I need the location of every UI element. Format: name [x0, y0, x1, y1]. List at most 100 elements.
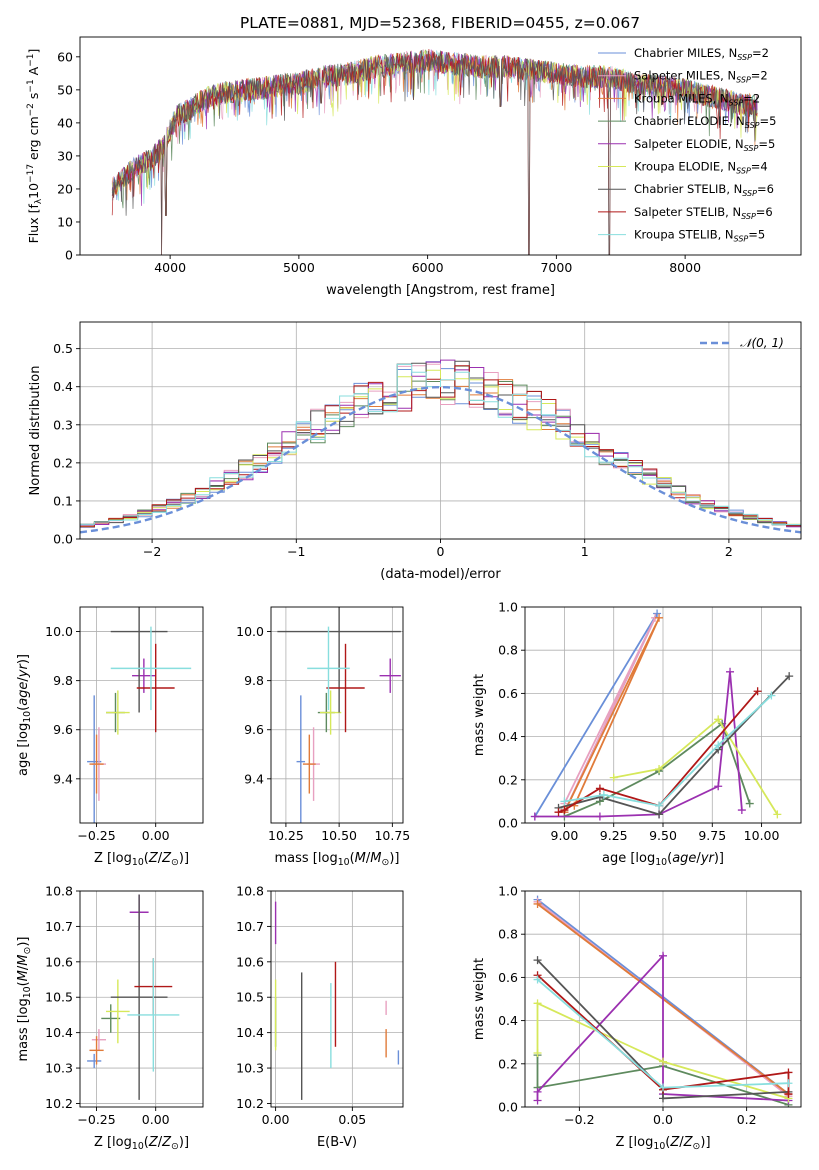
legend-ssp-count: =5 [760, 114, 777, 128]
y-tick-label: 0.0 [498, 816, 518, 831]
panel-age_vs_Z: −0.25 0.009.49.69.810.0Z [log10(Z/Z⊙)]age… [16, 606, 204, 868]
weight-point-marker [726, 667, 735, 676]
x-axis-label-part: age [672, 851, 696, 866]
y-axis-label: Flux [fλ10−17 erg cm−2 s−1 A−1] [26, 49, 44, 244]
plot-area-age_vs_mass [277, 607, 401, 823]
errorbar-point [307, 626, 350, 711]
y-axis-label-part: −17 [26, 164, 36, 183]
y-axis-label-part: ( [16, 981, 31, 986]
panel-weight_vs_age: 9.00 9.25 9.50 9.75 10.00 0.0 0.2 0.4 0.6 0.8 1.0 a… [472, 600, 802, 868]
weight-point-marker [773, 810, 782, 819]
legend-subscript: SSP [745, 121, 760, 130]
y-axis-label-part: age [16, 682, 31, 706]
y-tick-label: 0.2 [498, 1056, 518, 1071]
weight-point-marker [609, 773, 618, 782]
x-axis-label-part: ( [350, 851, 355, 866]
x-axis-label-part: 10 [655, 857, 667, 868]
x-axis-label-part: )] [714, 851, 724, 866]
x-axis-label: E(B-V) [317, 1135, 357, 1150]
x-tick-label: 0.00 [142, 1112, 170, 1127]
spectrum-line-chabrier-stelib [111, 50, 758, 255]
y-axis-label-part: M [16, 955, 31, 966]
weight-point-marker [767, 691, 776, 700]
y-axis-label-part: A [26, 66, 41, 79]
y-tick-label: 10.6 [45, 954, 73, 969]
x-axis-label-part: Z [148, 851, 159, 866]
weight-point-marker [655, 810, 664, 819]
x-axis-label: wavelength [Angstrom, rest frame] [326, 283, 555, 298]
weight-point-marker [784, 1068, 793, 1077]
weight-point-marker [653, 609, 662, 618]
y-axis-label-part: erg cm [26, 116, 41, 164]
errorbar-point [110, 626, 192, 711]
y-tick-label: 10.6 [236, 954, 264, 969]
x-tick-label: −0.25 [77, 1112, 115, 1127]
y-axis-label: mass [log10(M/M⊙)] [16, 937, 33, 1062]
y-axis-label: mass weight [472, 674, 487, 756]
legend-subscript: SSP [736, 167, 751, 176]
x-axis-label: Z [log10(Z/Z⊙)] [94, 1135, 189, 1152]
x-axis-label-part: / [696, 851, 701, 866]
panel-age_vs_mass: 10.25 10.50 10.75 9.4 9.6 9.8 10.0 mass [log10(… [236, 606, 410, 868]
legend-ssp-count: =2 [752, 46, 769, 60]
panel-weight_vs_Z: −0.2 0.0 0.20.00.20.40.60.81.0Z [log10(Z/Z… [472, 884, 802, 1152]
x-axis-label-part: ⊙ [171, 857, 179, 868]
weight-point-marker [659, 1083, 667, 1092]
legend-ssp-count: =6 [756, 205, 773, 219]
x-tick-label: 5000 [283, 260, 315, 275]
x-axis-label-part: M [370, 851, 381, 866]
legend-model-name: Salpeter STELIB, N [634, 205, 741, 219]
y-axis-label-part: λ [34, 198, 44, 204]
errorbar-point [277, 607, 401, 713]
y-tick-label: 10.7 [45, 919, 73, 934]
x-axis-label-part: 10 [132, 857, 144, 868]
y-tick-label: 0.2 [498, 772, 518, 787]
x-axis-label-part: M [355, 851, 366, 866]
y-tick-label: 0.0 [498, 1100, 518, 1115]
y-tick-label: 0.6 [498, 686, 518, 701]
legend-model-name: Kroupa STELIB, N [634, 228, 734, 242]
x-tick-label: 9.25 [600, 828, 628, 843]
y-tick-label: 40 [57, 115, 73, 130]
x-tick-label: 0.2 [737, 1112, 757, 1127]
y-axis-label-part: / [16, 965, 31, 970]
y-axis-label: Normed distribution [28, 366, 43, 496]
y-tick-label: 9.6 [53, 722, 73, 737]
errorbar-point [110, 894, 168, 1100]
y-axis-label-part: M [16, 970, 31, 981]
weight-series-line [534, 671, 743, 818]
plot-area-weight_vs_age [530, 609, 794, 821]
weight-point-marker [659, 951, 667, 960]
errorbar-point [136, 643, 175, 733]
legend-subscript: SSP [736, 76, 751, 85]
y-tick-label: 0.4 [498, 729, 518, 744]
x-tick-label: 2 [725, 544, 733, 559]
x-tick-label: 0 [437, 544, 445, 559]
x-tick-label: 1 [581, 544, 589, 559]
weight-point-marker [745, 799, 754, 808]
x-tick-label: 9.50 [649, 828, 677, 843]
axes-frame [270, 890, 404, 1108]
plot-area-age_vs_Z [87, 607, 192, 823]
histogram-kroupa-stelib [80, 363, 801, 526]
weight-point-marker [530, 812, 539, 821]
y-axis-label-part: 10 [22, 711, 33, 723]
axes-frame [79, 890, 204, 1108]
weight-point-marker [533, 1096, 542, 1105]
x-tick-label: −0.2 [564, 1112, 594, 1127]
plot-area-mass_vs_EBV [274, 901, 400, 1100]
x-axis-label-part: ⊙ [693, 1141, 701, 1152]
weight-point-marker [560, 797, 569, 806]
y-tick-label: 10.4 [236, 1025, 264, 1040]
errorbar-point [106, 979, 130, 1044]
x-axis-label-part: Z [161, 1135, 172, 1150]
weight-point-marker [533, 975, 542, 984]
x-axis-label-part: / [679, 1135, 684, 1150]
legend-model-name: Kroupa MILES, N [634, 91, 729, 105]
panel-residuals: 𝒩(0, 1) −2 −1 0 1 2 0.0 0.1 0.2 0.3 0.4 0.5 (data-mo… [28, 321, 802, 582]
plot-area-spectrum [111, 48, 758, 255]
x-axis-label-part: 10 [132, 1141, 144, 1152]
x-axis-label-part: / [366, 851, 371, 866]
legend-subscript: SSP [737, 53, 752, 62]
